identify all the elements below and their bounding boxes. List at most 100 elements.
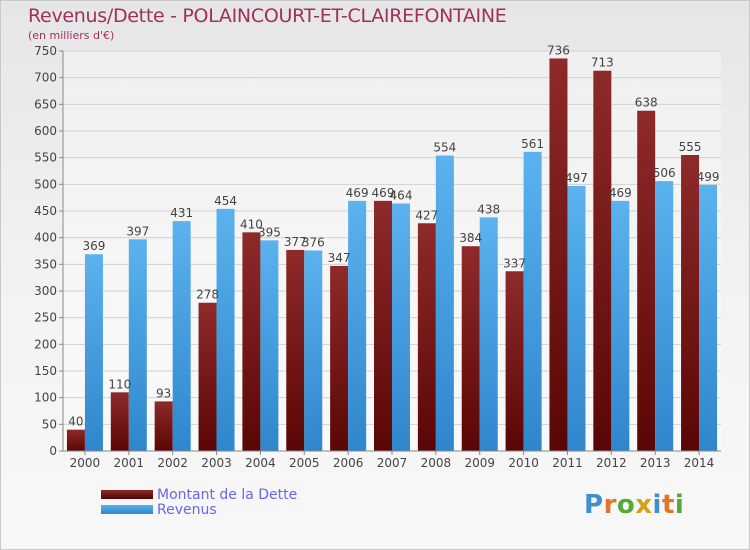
y-tick-label: 250 bbox=[34, 311, 57, 325]
data-label: 713 bbox=[591, 56, 614, 70]
x-tick-label: 2000 bbox=[70, 456, 101, 470]
bar-debt bbox=[374, 200, 392, 451]
bar-debt bbox=[637, 110, 656, 451]
bar-debt bbox=[66, 429, 85, 451]
x-tick-label: 2001 bbox=[114, 456, 145, 470]
bar-debt bbox=[154, 401, 173, 451]
data-label: 469 bbox=[609, 186, 632, 200]
data-label: 377 bbox=[284, 235, 307, 249]
bar-debt bbox=[286, 249, 305, 451]
bar-revenus bbox=[479, 217, 498, 451]
y-tick-label: 600 bbox=[34, 124, 57, 138]
x-tick-label: 2013 bbox=[640, 456, 671, 470]
x-tick-label: 2007 bbox=[377, 456, 408, 470]
chart-title: Revenus/Dette - POLAINCOURT-ET-CLAIREFON… bbox=[28, 5, 507, 27]
data-label: 93 bbox=[156, 386, 171, 400]
bar-revenus bbox=[435, 155, 454, 452]
bar-revenus bbox=[304, 250, 323, 451]
x-tick-label: 2014 bbox=[684, 456, 715, 470]
data-label: 438 bbox=[477, 202, 500, 216]
bar-debt bbox=[593, 70, 612, 451]
bar-revenus bbox=[84, 254, 103, 451]
x-tick-label: 2012 bbox=[596, 456, 627, 470]
data-label: 454 bbox=[214, 194, 237, 208]
bar-revenus bbox=[128, 239, 147, 451]
bar-debt bbox=[198, 302, 217, 451]
x-tick-label: 2009 bbox=[464, 456, 495, 470]
data-label: 427 bbox=[415, 208, 438, 222]
bar-debt bbox=[417, 223, 436, 451]
data-label: 555 bbox=[679, 140, 702, 154]
data-label: 431 bbox=[170, 206, 193, 220]
y-tick-label: 300 bbox=[34, 284, 57, 298]
chart-subtitle: (en milliers d'€) bbox=[28, 29, 115, 42]
data-label: 464 bbox=[390, 189, 413, 203]
bar-revenus bbox=[567, 185, 586, 451]
bar-revenus bbox=[611, 200, 630, 451]
bar-revenus bbox=[523, 151, 542, 452]
data-label: 278 bbox=[196, 288, 219, 302]
bar-debt bbox=[681, 155, 700, 451]
x-tick-label: 2002 bbox=[157, 456, 188, 470]
y-tick-label: 50 bbox=[42, 417, 57, 431]
data-label: 347 bbox=[328, 251, 351, 265]
y-tick-label: 350 bbox=[34, 257, 57, 271]
data-label: 337 bbox=[503, 256, 526, 270]
bar-debt bbox=[461, 246, 480, 451]
x-tick-label: 2011 bbox=[552, 456, 583, 470]
bar-revenus bbox=[216, 208, 235, 451]
data-label: 736 bbox=[547, 43, 570, 57]
legend-swatch-debt bbox=[101, 490, 153, 499]
bar-debt bbox=[110, 392, 129, 451]
data-label: 469 bbox=[346, 186, 369, 200]
x-tick-label: 2010 bbox=[508, 456, 539, 470]
legend-swatch-revenus bbox=[101, 505, 153, 514]
legend-label-revenus: Revenus bbox=[157, 502, 217, 518]
data-label: 110 bbox=[108, 377, 131, 391]
data-label: 638 bbox=[635, 96, 658, 110]
y-tick-label: 650 bbox=[34, 97, 57, 111]
x-tick-label: 2003 bbox=[201, 456, 232, 470]
x-tick-label: 2008 bbox=[421, 456, 452, 470]
y-tick-label: 500 bbox=[34, 177, 57, 191]
bar-debt bbox=[549, 58, 568, 451]
y-tick-label: 550 bbox=[34, 151, 57, 165]
proxiti-logo: Proxiti bbox=[584, 490, 685, 520]
bar-revenus bbox=[172, 221, 191, 451]
y-tick-label: 450 bbox=[34, 204, 57, 218]
bar-debt bbox=[330, 265, 349, 451]
y-tick-label: 700 bbox=[34, 71, 57, 85]
data-label: 369 bbox=[82, 239, 105, 253]
x-tick-label: 2005 bbox=[289, 456, 320, 470]
x-tick-label: 2004 bbox=[245, 456, 276, 470]
y-tick-label: 400 bbox=[34, 231, 57, 245]
bar-revenus bbox=[699, 184, 718, 451]
bar-revenus bbox=[348, 200, 367, 451]
data-label: 499 bbox=[697, 170, 720, 184]
data-label: 384 bbox=[459, 231, 482, 245]
data-label: 397 bbox=[126, 224, 149, 238]
legend-label-debt: Montant de la Dette bbox=[157, 487, 298, 503]
y-tick-label: 100 bbox=[34, 391, 57, 405]
x-tick-label: 2006 bbox=[333, 456, 364, 470]
data-label: 469 bbox=[372, 186, 395, 200]
bar-debt bbox=[505, 271, 524, 451]
data-label: 376 bbox=[302, 235, 325, 249]
data-label: 506 bbox=[653, 166, 676, 180]
data-label: 410 bbox=[240, 217, 263, 231]
y-tick-label: 150 bbox=[34, 364, 57, 378]
bar-revenus bbox=[260, 240, 279, 451]
data-label: 497 bbox=[565, 171, 588, 185]
bar-revenus bbox=[392, 203, 410, 451]
y-tick-label: 750 bbox=[34, 44, 57, 58]
y-tick-label: 0 bbox=[49, 444, 57, 458]
data-label: 40 bbox=[68, 415, 83, 429]
y-tick-label: 200 bbox=[34, 337, 57, 351]
data-label: 395 bbox=[258, 225, 281, 239]
bar-revenus bbox=[655, 181, 674, 451]
bar-debt bbox=[242, 232, 261, 451]
data-label: 561 bbox=[521, 137, 544, 151]
data-label: 554 bbox=[433, 141, 456, 155]
